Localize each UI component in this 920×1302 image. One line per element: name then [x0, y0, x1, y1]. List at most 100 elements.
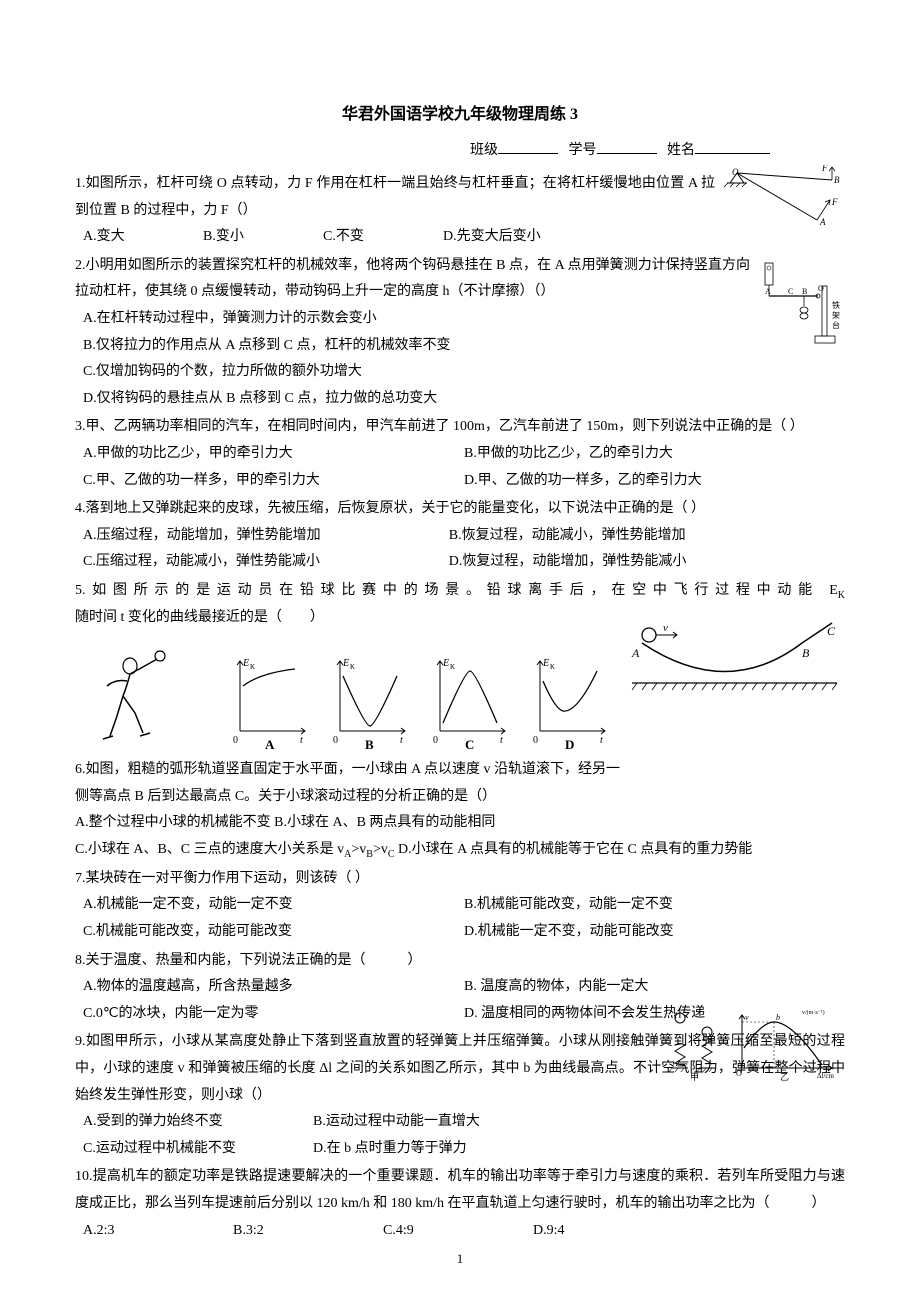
- svg-text:b: b: [776, 1013, 780, 1022]
- q2-options: A.在杠杆转动过程中，弹簧测力计的示数会变小 B.仅将拉力的作用点从 A 点移到…: [75, 306, 845, 412]
- q6-text: 6.如图，粗糙的弧形轨道竖直固定于水平面，一小球由 A 点以速度 v 沿轨道滚下…: [75, 757, 845, 810]
- q3-opt-b: B.甲做的功比乙少，乙的牵引力大: [464, 441, 845, 468]
- student-info-row: 班级 学号 姓名: [75, 138, 845, 165]
- svg-text:E: E: [442, 658, 449, 669]
- q7-opt-a: A.机械能一定不变，动能一定不变: [83, 892, 464, 919]
- q6-opt-a: A.整个过程中小球的机械能不变: [75, 815, 271, 830]
- question-7: 7.某块砖在一对平衡力作用下运动，则该砖（ ） A.机械能一定不变，动能一定不变…: [75, 866, 845, 946]
- q9-opt-b: B.运动过程中动能一直增大: [313, 1109, 480, 1136]
- q3-opt-c: C.甲、乙做的功一样多，甲的牵引力大: [83, 468, 464, 495]
- question-6: 6.如图，粗糙的弧形轨道竖直固定于水平面，一小球由 A 点以速度 v 沿轨道滚下…: [75, 757, 845, 864]
- q1-opt-d: D.先变大后变小: [443, 224, 541, 251]
- q1-opt-c: C.不变: [323, 224, 443, 251]
- svg-text:Δl/cm: Δl/cm: [817, 1072, 834, 1080]
- q10-opt-a: A.2:3: [83, 1218, 233, 1245]
- question-2: 2.小明用如图所示的装置探究杠杆的机械效率，他将两个钩码悬挂在 B 点，在 A …: [75, 253, 845, 413]
- q10-opt-c: C.4:9: [383, 1218, 533, 1245]
- svg-text:B: B: [802, 646, 810, 660]
- svg-text:架: 架: [832, 311, 840, 320]
- svg-text:B: B: [834, 175, 840, 185]
- q2-opt-c: C.仅增加钩码的个数，拉力所做的额外功增大: [83, 359, 845, 386]
- q7-text: 7.某块砖在一对平衡力作用下运动，则该砖（ ）: [75, 866, 845, 893]
- q6-track-figure: v A B C: [627, 615, 842, 705]
- svg-text:D: D: [565, 737, 574, 751]
- q7-opt-b: B.机械能可能改变，动能一定不变: [464, 892, 845, 919]
- q1-lever-figure: O B A F F: [722, 165, 842, 230]
- q4-opt-a: A.压缩过程，动能增加，弹性势能增加: [83, 523, 449, 550]
- q2-apparatus-figure: A C B O 铁 架 台: [760, 258, 845, 348]
- svg-text:C: C: [788, 287, 793, 296]
- q3-text: 3.甲、乙两辆功率相同的汽车，在相同时间内，甲汽车前进了 100m，乙汽车前进了…: [75, 414, 845, 441]
- class-blank: [498, 140, 558, 154]
- q9-opt-c: C.运动过程中机械能不变: [83, 1136, 313, 1163]
- svg-text:C: C: [827, 624, 836, 638]
- q6-opt-c: C.小球在 A、B、C 三点的速度大小关系是 vA>vB>vC: [75, 842, 395, 857]
- svg-text:F: F: [821, 165, 828, 173]
- svg-text:v: v: [745, 1013, 749, 1022]
- svg-text:0: 0: [433, 735, 438, 746]
- svg-text:t: t: [500, 735, 503, 746]
- svg-text:0: 0: [533, 735, 538, 746]
- svg-text:A: A: [819, 217, 826, 227]
- q7-opt-c: C.机械能可能改变，动能可能改变: [83, 919, 464, 946]
- q2-opt-a: A.在杠杆转动过程中，弹簧测力计的示数会变小: [83, 306, 845, 333]
- q4-opt-b: B.恢复过程，动能减小，弹性势能增加: [449, 523, 686, 550]
- svg-text:t: t: [300, 735, 303, 746]
- q7-options: A.机械能一定不变，动能一定不变 B.机械能可能改变，动能一定不变 C.机械能可…: [75, 892, 845, 945]
- svg-text:v: v: [663, 622, 668, 634]
- q4-opt-c: C.压缩过程，动能减小，弹性势能减小: [83, 549, 449, 576]
- q1-opt-a: A.变大: [83, 224, 203, 251]
- svg-text:K: K: [250, 663, 255, 671]
- id-label: 学号: [569, 143, 597, 158]
- svg-text:A: A: [265, 737, 275, 751]
- q10-options: A.2:3 B.3:2 C.4:9 D.9:4: [75, 1218, 845, 1245]
- id-blank: [597, 140, 657, 154]
- q9-options: A.受到的弹力始终不变 B.运动过程中动能一直增大 C.运动过程中机械能不变 D…: [75, 1109, 845, 1162]
- svg-text:C: C: [465, 737, 474, 751]
- page-number: 1: [0, 1247, 920, 1272]
- svg-text:K: K: [550, 663, 555, 671]
- q10-opt-d: D.9:4: [533, 1218, 565, 1245]
- q6-opt-d: D.小球在 A 点具有的机械能等于它在 C 点具有的重力势能: [398, 842, 752, 857]
- name-label: 姓名: [667, 143, 695, 158]
- q9-spring-figure: 甲 v v/(m·s⁻¹) Δl/cm O b 乙: [662, 1010, 842, 1085]
- svg-text:E: E: [242, 658, 249, 669]
- svg-text:0: 0: [233, 735, 238, 746]
- q10-text: 10.提高机车的额定功率是铁路提速要解决的一个重要课题．机车的输出功率等于牵引力…: [75, 1164, 845, 1217]
- class-label: 班级: [470, 143, 498, 158]
- svg-text:甲: 甲: [690, 1072, 699, 1082]
- q8-text: 8.关于温度、热量和内能，下列说法正确的是（ ）: [75, 948, 845, 975]
- q2-text: 2.小明用如图所示的装置探究杠杆的机械效率，他将两个钩码悬挂在 B 点，在 A …: [75, 253, 845, 306]
- svg-text:B: B: [802, 287, 807, 296]
- q6-opt-b: B.小球在 A、B 两点具有的动能相同: [274, 815, 495, 830]
- q9-opt-a: A.受到的弹力始终不变: [83, 1109, 313, 1136]
- q6-options: A.整个过程中小球的机械能不变 B.小球在 A、B 两点具有的动能相同 C.小球…: [75, 810, 845, 863]
- q8-opt-a: A.物体的温度越高，所含热量越多: [83, 974, 464, 1001]
- q4-opt-d: D.恢复过程，动能增加，弹性势能减小: [449, 549, 687, 576]
- q5-graph-c: EK t 0 C: [425, 651, 515, 751]
- q2-opt-d: D.仅将钩码的悬挂点从 B 点移到 C 点，拉力做的总功变大: [83, 386, 845, 413]
- q1-opt-b: B.变小: [203, 224, 323, 251]
- svg-text:E: E: [542, 658, 549, 669]
- svg-text:台: 台: [832, 320, 840, 330]
- q9-opt-d: D.在 b 点时重力等于弹力: [313, 1136, 467, 1163]
- svg-text:A: A: [631, 646, 640, 660]
- q2-opt-b: B.仅将拉力的作用点从 A 点移到 C 点，杠杆的机械效率不变: [83, 333, 845, 360]
- svg-text:t: t: [400, 735, 403, 746]
- q7-opt-d: D.机械能一定不变，动能可能改变: [464, 919, 845, 946]
- svg-text:O: O: [818, 284, 824, 293]
- q8-opt-c: C.0℃的冰块，内能一定为零: [83, 1001, 464, 1028]
- svg-text:0: 0: [333, 735, 338, 746]
- svg-text:A: A: [765, 287, 771, 296]
- q5-graph-a: EK t 0 A: [225, 651, 315, 751]
- svg-text:K: K: [450, 663, 455, 671]
- svg-text:v/(m·s⁻¹): v/(m·s⁻¹): [802, 1010, 825, 1016]
- q5-graph-d: EK t 0 D: [525, 651, 615, 751]
- q3-options: A.甲做的功比乙少，甲的牵引力大 B.甲做的功比乙少，乙的牵引力大 C.甲、乙做…: [75, 441, 845, 494]
- q5-graph-b: EK t 0 B: [325, 651, 415, 751]
- svg-text:O: O: [736, 1069, 742, 1078]
- svg-text:K: K: [350, 663, 355, 671]
- question-4: 4.落到地上又弹跳起来的皮球，先被压缩，后恢复原状，关于它的能量变化，以下说法中…: [75, 496, 845, 576]
- worksheet-title: 华君外国语学校九年级物理周练 3: [75, 100, 845, 130]
- q4-text: 4.落到地上又弹跳起来的皮球，先被压缩，后恢复原状，关于它的能量变化，以下说法中…: [75, 496, 845, 523]
